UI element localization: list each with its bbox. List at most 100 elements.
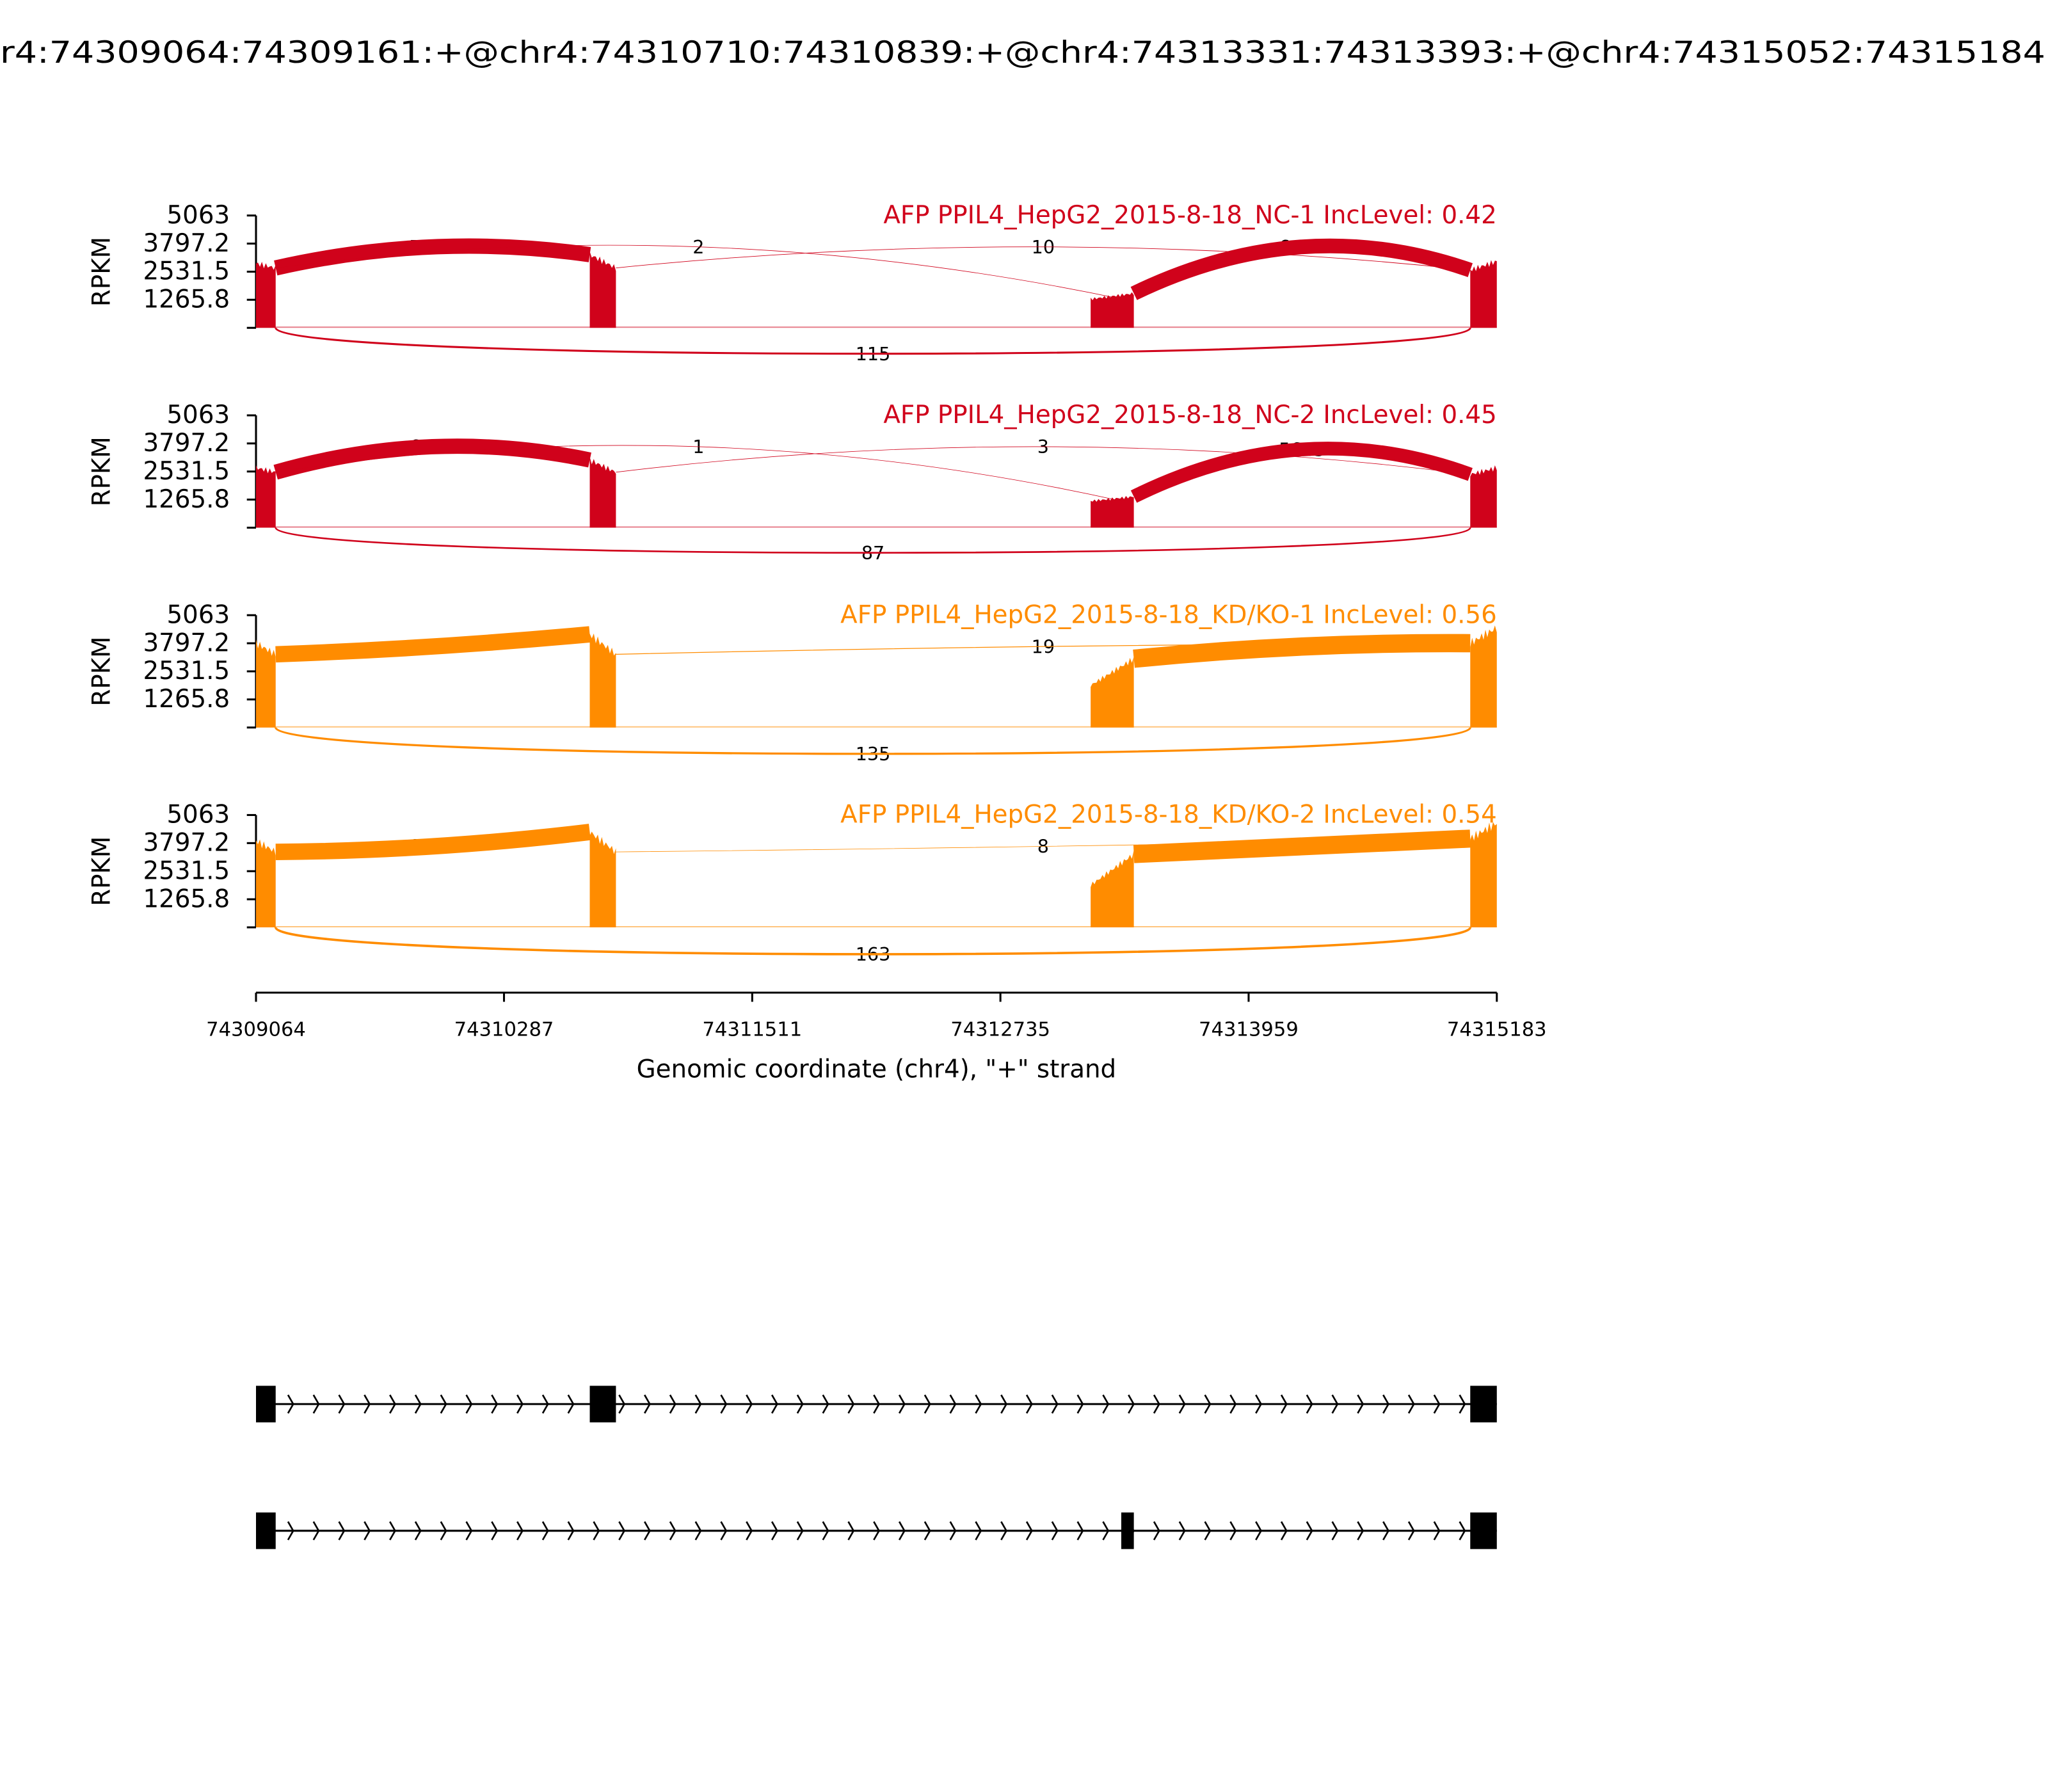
coverage-bar	[256, 839, 276, 927]
strand-arrow-icon	[414, 1394, 422, 1414]
strand-arrow-icon	[1102, 1394, 1110, 1414]
strand-arrow-icon	[364, 1394, 371, 1414]
strand-arrow-icon	[1204, 1521, 1212, 1540]
coverage-bar	[589, 252, 616, 328]
strand-arrow-icon	[873, 1394, 880, 1414]
strand-arrow-icon	[924, 1394, 931, 1414]
strand-arrow-icon	[389, 1394, 396, 1414]
strand-arrow-icon	[924, 1521, 931, 1540]
coverage-bar	[1470, 822, 1497, 927]
strand-arrow-icon	[822, 1521, 829, 1540]
junction-arc	[275, 626, 591, 663]
strand-arrow-icon	[312, 1521, 320, 1540]
strand-arrow-icon	[694, 1521, 702, 1540]
x-axis-label: Genomic coordinate (chr4), "+" strand	[637, 1055, 1117, 1084]
strand-arrow-icon	[1128, 1394, 1135, 1414]
exon-block	[1470, 1512, 1497, 1549]
strand-arrow-icon	[643, 1394, 651, 1414]
strand-arrow-icon	[898, 1394, 906, 1414]
strand-arrow-icon	[618, 1521, 626, 1540]
strand-arrow-icon	[1204, 1394, 1212, 1414]
y-tick-label: 2531.5	[143, 457, 230, 486]
isoform-track	[256, 1386, 1497, 1423]
strand-arrow-icon	[1280, 1521, 1288, 1540]
strand-arrow-icon	[567, 1521, 575, 1540]
coverage-bar	[1091, 657, 1134, 728]
strand-arrow-icon	[873, 1521, 880, 1540]
x-tick-label: 74315183	[1447, 1018, 1547, 1041]
strand-arrow-icon	[1025, 1394, 1033, 1414]
strand-arrow-icon	[1076, 1521, 1084, 1540]
exon-block	[256, 1386, 276, 1423]
strand-arrow-icon	[643, 1521, 651, 1540]
x-tick-label: 74312735	[950, 1018, 1050, 1041]
strand-arrow-icon	[287, 1394, 294, 1414]
junction-arc	[1130, 442, 1473, 503]
strand-arrow-icon	[516, 1521, 524, 1540]
strand-arrow-icon	[1331, 1521, 1339, 1540]
strand-arrow-icon	[694, 1394, 702, 1414]
strand-arrow-icon	[1153, 1394, 1160, 1414]
sample-label: AFP PPIL4_HepG2_2015-8-18_NC-1 IncLevel:…	[883, 201, 1496, 230]
strand-arrow-icon	[1102, 1521, 1110, 1540]
strand-arrow-icon	[949, 1394, 957, 1414]
junction-arc	[274, 927, 1472, 956]
x-tick-label: 74309064	[206, 1018, 306, 1041]
strand-arrow-icon	[1459, 1521, 1466, 1540]
strand-arrow-icon	[720, 1521, 728, 1540]
strand-arrow-icon	[1051, 1521, 1059, 1540]
y-tick-label: 5063	[167, 600, 230, 629]
strand-arrow-icon	[1000, 1521, 1007, 1540]
strand-arrow-icon	[669, 1394, 676, 1414]
strand-arrow-icon	[1382, 1521, 1389, 1540]
strand-arrow-icon	[898, 1521, 906, 1540]
strand-arrow-icon	[338, 1394, 346, 1414]
junction-arc	[616, 446, 1471, 475]
coverage-bar	[256, 465, 276, 528]
y-tick-label: 2531.5	[143, 856, 230, 885]
coverage-bar	[1470, 625, 1497, 728]
coverage-bar	[589, 456, 616, 528]
junction-arc	[1130, 238, 1473, 300]
strand-arrow-icon	[1025, 1521, 1033, 1540]
junction-arc	[275, 244, 1122, 300]
strand-arrow-icon	[1076, 1394, 1084, 1414]
y-axis-label: RPKM	[87, 436, 116, 506]
junction-arc	[616, 246, 1471, 271]
junction-arc	[275, 326, 1471, 355]
y-tick-label: 3797.2	[143, 628, 230, 657]
junction-arc	[274, 238, 591, 276]
strand-arrow-icon	[771, 1521, 778, 1540]
strand-arrow-icon	[796, 1394, 804, 1414]
y-tick-label: 1265.8	[143, 884, 230, 913]
y-tick-label: 3797.2	[143, 429, 230, 458]
y-tick-label: 5063	[167, 401, 230, 429]
strand-arrow-icon	[465, 1521, 473, 1540]
strand-arrow-icon	[1357, 1521, 1364, 1540]
strand-arrow-icon	[847, 1394, 855, 1414]
strand-arrow-icon	[414, 1521, 422, 1540]
strand-arrow-icon	[287, 1521, 294, 1540]
strand-arrow-icon	[669, 1521, 676, 1540]
strand-arrow-icon	[389, 1521, 396, 1540]
junction-arc	[1133, 634, 1471, 668]
strand-arrow-icon	[975, 1394, 982, 1414]
y-axis-label: RPKM	[87, 636, 116, 706]
strand-arrow-icon	[312, 1394, 320, 1414]
strand-arrow-icon	[720, 1394, 728, 1414]
strand-arrow-icon	[1407, 1521, 1415, 1540]
strand-arrow-icon	[746, 1521, 753, 1540]
y-tick-label: 5063	[167, 801, 230, 829]
strand-arrow-icon	[491, 1521, 499, 1540]
strand-arrow-icon	[618, 1394, 626, 1414]
strand-arrow-icon	[1255, 1394, 1262, 1414]
gene-models	[256, 1386, 1497, 1549]
strand-arrow-icon	[440, 1521, 447, 1540]
coverage-bar	[1091, 495, 1134, 528]
coverage-bar	[256, 262, 276, 328]
junction-arc	[275, 445, 1122, 502]
strand-arrow-icon	[822, 1394, 829, 1414]
